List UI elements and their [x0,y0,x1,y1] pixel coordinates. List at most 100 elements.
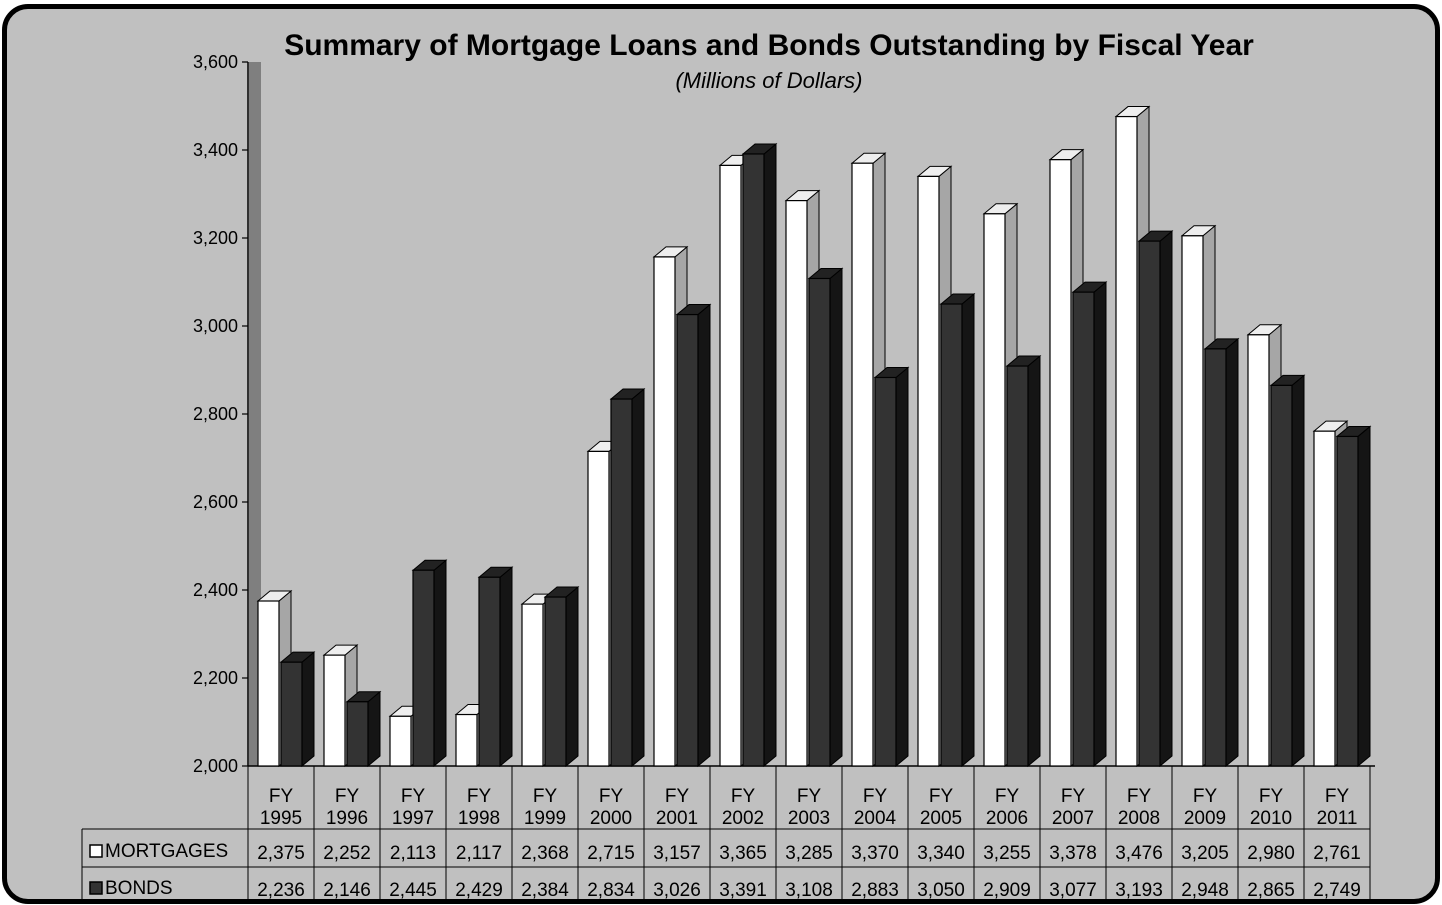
table-cell-value: 2,113 [390,843,436,864]
bar-front-face [851,162,874,767]
bar-front-face [1181,235,1204,767]
data-table: FY1995FY1996FY1997FY1998FY1999FY2000FY20… [81,766,1371,899]
bar-front-face [257,600,280,767]
table-cell-value: 2,429 [455,880,503,899]
table-cell-value: 3,193 [1115,880,1163,899]
bar-front-face [808,277,831,767]
table-cell-value: 3,365 [719,843,767,864]
table-cell-value: 3,108 [785,880,833,899]
bond-bar [675,303,712,768]
bar-front-face [544,596,567,767]
table-cell-value: 2,146 [323,880,371,899]
bar-front-face [280,661,303,767]
bond-bar [741,142,778,768]
y-tick-label: 2,000 [193,756,238,776]
table-cell-value: 2,375 [257,843,305,864]
bond-bar [807,267,844,768]
bond-bar [411,559,448,768]
x-tick-label: FY [665,786,690,807]
y-tick-label: 3,200 [193,228,238,248]
x-tick-label: 2010 [1250,808,1292,829]
table-cell-value: 3,026 [653,880,701,899]
bar-side-face [1225,337,1239,768]
bond-bar [873,366,910,768]
bond-bar [543,585,580,768]
bar-front-face [389,715,412,767]
bond-bar [939,292,976,768]
table-cell-value: 2,117 [456,843,502,864]
table-cell-value: 2,865 [1247,880,1295,899]
table-cell-value: 2,834 [587,880,635,899]
table-cell-value: 2,236 [257,880,305,899]
x-tick-label: 2002 [722,808,764,829]
table-cell-value: 2,761 [1313,843,1361,864]
x-tick-label: FY [1061,786,1086,807]
bar-front-face [940,303,963,767]
legend-label: BONDS [105,878,173,899]
legend-swatch [89,844,103,858]
table-cell-value: 3,077 [1049,880,1097,899]
x-tick-label: 2001 [656,808,698,829]
bar-side-face [367,690,381,768]
table-cell-value: 3,476 [1115,843,1163,864]
bond-bar [1203,337,1240,768]
table-cell-value: 3,205 [1181,843,1229,864]
bar-side-face [1027,354,1041,768]
bar-front-face [478,576,501,767]
bar-side-face [433,559,447,768]
table-cell-value: 2,252 [323,843,371,864]
y-tick-label: 2,400 [193,580,238,600]
bar-front-face [1270,384,1293,767]
bar-side-face [1291,374,1305,768]
table-cell-value: 3,157 [653,843,701,864]
x-tick-label: 1998 [458,808,500,829]
bar-side-face [565,585,579,768]
table-cell-value: 3,370 [851,843,899,864]
bar-front-face [610,398,633,767]
bond-bar [1137,230,1174,768]
bar-front-face [1204,348,1227,767]
x-tick-label: FY [401,786,426,807]
bar-front-face [653,256,676,767]
bar-front-face [1247,334,1270,767]
bond-bar [1335,425,1372,768]
x-tick-label: FY [533,786,558,807]
wall-strip [249,62,261,766]
bar-front-face [412,569,435,767]
bars [256,105,1372,768]
bond-bar [1269,374,1306,768]
bar-side-face [301,651,315,768]
bar-side-face [961,292,975,768]
bar-front-face [917,175,940,767]
bar-side-face [697,303,711,768]
x-tick-label: FY [269,786,294,807]
x-tick-label: 1997 [392,808,434,829]
table-cell-value: 2,749 [1313,880,1361,899]
table-cell-value: 3,340 [917,843,965,864]
x-tick-label: FY [1127,786,1152,807]
bar-front-face [346,701,369,767]
x-tick-label: 1995 [260,808,302,829]
chart-svg: Summary of Mortgage Loans and Bonds Outs… [81,29,1375,899]
y-tick-label: 3,000 [193,316,238,336]
bar-front-face [455,713,478,767]
table-cell-value: 2,883 [851,880,899,899]
x-tick-label: 2009 [1184,808,1226,829]
mortgage-bar [982,202,1019,768]
bar-side-face [1357,425,1371,768]
table-cell-value: 3,391 [719,880,767,899]
table-cell-value: 2,384 [521,880,569,899]
table-cell-value: 3,255 [983,843,1031,864]
bond-bar [345,690,382,768]
x-tick-label: FY [467,786,492,807]
bar-front-face [587,450,610,767]
table-cell-value: 2,948 [1181,880,1229,899]
table-cell-value: 2,715 [587,843,635,864]
bar-front-face [1336,435,1359,767]
x-tick-label: FY [599,786,624,807]
x-tick-label: 2006 [986,808,1028,829]
bar-front-face [1115,115,1138,767]
table-cell-value: 2,909 [983,880,1031,899]
x-tick-label: 1999 [524,808,566,829]
x-tick-label: 2004 [854,808,897,829]
